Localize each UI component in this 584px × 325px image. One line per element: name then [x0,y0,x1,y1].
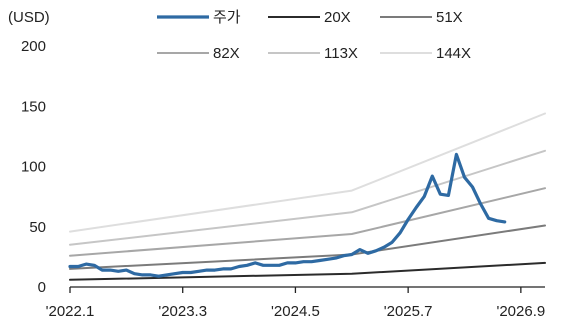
legend-label: 144X [436,45,471,62]
x-tick-label: '2026.9 [496,303,545,320]
series-line-price [68,152,507,278]
x-tick-label: '2022.1 [46,303,95,320]
y-tick-label: 0 [38,279,46,296]
legend-label: 주가 [213,9,241,26]
x-tick-labels: '2022.1 '2023.3 '2024.5 '2025.7 '2026.9 [46,287,545,320]
x-tick-label: '2023.3 [158,303,207,320]
series-layer [68,112,546,281]
legend-item-price: 주가 [157,9,241,26]
legend-item-20x: 20X [268,9,351,26]
legend-item-113x: 113X [268,45,358,62]
legend-label: 82X [213,45,240,62]
x-tick-label: '2024.5 [271,303,320,320]
legend-label: 20X [324,9,351,26]
legend-label: 113X [324,45,358,62]
y-tick-label: 100 [21,159,46,176]
y-tick-label: 200 [21,38,46,55]
series-line-20x [69,261,546,281]
x-tick-label: '2025.7 [384,303,433,320]
legend-item-51x: 51X [380,9,463,26]
legend-item-144x: 144X [380,45,471,62]
y-tick-label: 50 [29,219,46,236]
legend: 주가 20X 51X 82X 113X 144X [157,9,471,62]
series-line-144x [69,112,546,233]
y-tick-labels: 0 50 100 150 200 [21,38,46,296]
legend-item-82x: 82X [157,45,240,62]
y-tick-label: 150 [21,98,46,115]
series-line-113x [69,149,546,246]
legend-label: 51X [436,9,463,26]
y-unit-label: (USD) [8,9,50,26]
